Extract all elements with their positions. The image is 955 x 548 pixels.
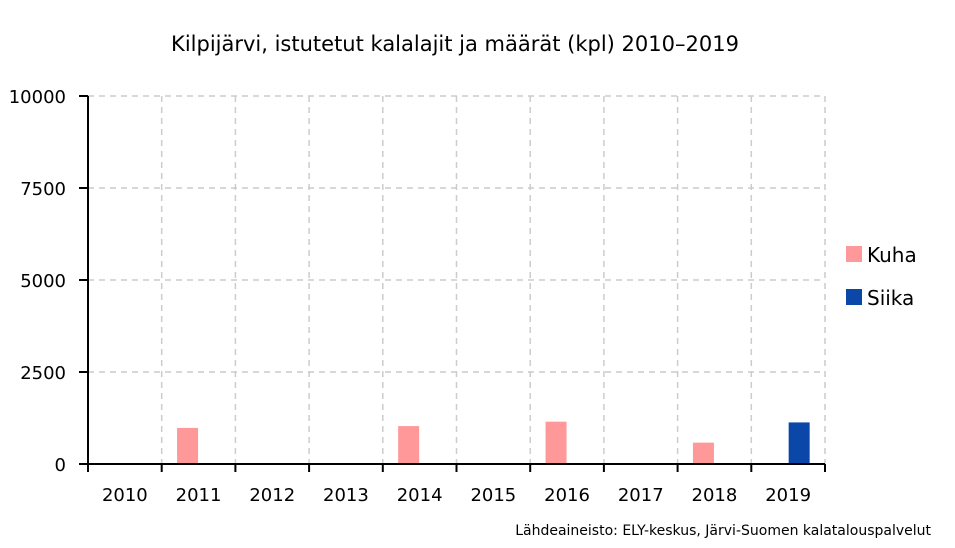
x-tick-label: 2014 bbox=[397, 485, 443, 506]
x-tick-label: 2019 bbox=[765, 485, 811, 506]
bar-kuha-2016 bbox=[545, 421, 567, 464]
legend: Kuha Siika bbox=[846, 243, 917, 310]
bar-kuha-2014 bbox=[398, 426, 420, 464]
tick-labels: 10000 7500 5000 2500 0 2010 2011 2012 2013 2014 20… bbox=[9, 87, 811, 506]
y-tick-label: 5000 bbox=[20, 271, 66, 292]
chart-title: Kilpijärvi, istutetut kalalajit ja määrä… bbox=[171, 32, 739, 56]
y-tick-label: 2500 bbox=[20, 363, 66, 384]
y-tick-label: 7500 bbox=[20, 179, 66, 200]
axes bbox=[79, 95, 826, 472]
x-tick-label: 2016 bbox=[544, 485, 590, 506]
legend-swatch-kuha bbox=[846, 246, 862, 262]
x-tick-label: 2012 bbox=[249, 485, 295, 506]
source-note: Lähdeaineisto: ELY-keskus, Järvi-Suomen … bbox=[515, 523, 931, 539]
x-tick-label: 2015 bbox=[470, 485, 516, 506]
x-tick-label: 2017 bbox=[618, 485, 664, 506]
y-tick-label: 10000 bbox=[9, 87, 66, 108]
y-tick-label: 0 bbox=[55, 455, 66, 476]
legend-swatch-siika bbox=[846, 289, 862, 305]
bar-kuha-2018 bbox=[692, 442, 714, 464]
legend-label-siika: Siika bbox=[867, 286, 914, 310]
bar-kuha-2011 bbox=[177, 427, 199, 464]
bars bbox=[177, 421, 810, 464]
x-tick-label: 2018 bbox=[692, 485, 738, 506]
x-tick-label: 2010 bbox=[102, 485, 148, 506]
bar-siika-2019 bbox=[788, 422, 810, 464]
x-tick-label: 2013 bbox=[323, 485, 369, 506]
grid bbox=[88, 95, 826, 464]
x-tick-label: 2011 bbox=[176, 485, 222, 506]
legend-label-kuha: Kuha bbox=[867, 243, 917, 267]
